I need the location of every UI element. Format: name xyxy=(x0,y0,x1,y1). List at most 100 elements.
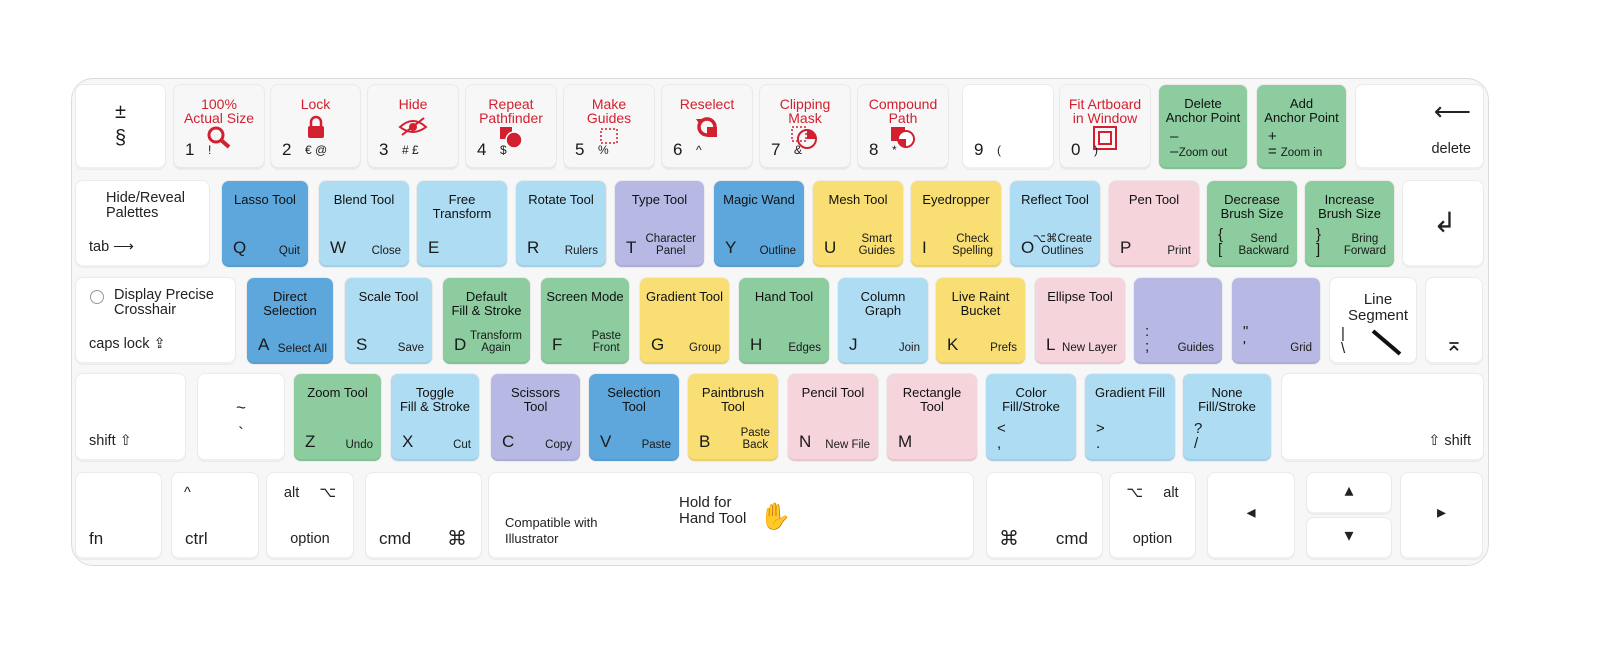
up-arrow-key[interactable]: ▴ xyxy=(1307,473,1391,514)
return-key[interactable]: ↲ xyxy=(1403,181,1483,267)
modifier-symbol: ⌥ alt xyxy=(1126,485,1179,501)
quote-key[interactable]: " ' Grid xyxy=(1232,278,1320,364)
w-key[interactable]: Blend Tool W Close xyxy=(319,181,409,267)
modifier-symbol: ^ xyxy=(184,485,191,501)
3-key[interactable]: Hide 3 # £ xyxy=(368,85,458,169)
lock-icon xyxy=(305,115,327,139)
p-key[interactable]: Pen Tool P Print xyxy=(1109,181,1199,267)
left-arrow-key[interactable]: ◂ xyxy=(1208,473,1294,559)
space-key[interactable]: Hold for Hand Tool ✋ Compatible with Illus… xyxy=(489,473,973,559)
key-character: – – xyxy=(1170,128,1179,160)
slash-key[interactable]: None Fill/Stroke ? / xyxy=(1183,374,1271,461)
8-key[interactable]: Compound Path 8 * xyxy=(858,85,948,169)
line-segment-icon xyxy=(1370,328,1404,358)
right-cmd-key[interactable]: cmd ⌘ xyxy=(987,473,1102,559)
y-key[interactable]: Magic Wand Y Outline xyxy=(714,181,804,267)
l-key[interactable]: Ellipse Tool L New Layer xyxy=(1035,278,1125,364)
arrow-glyph: ▸ xyxy=(1436,502,1447,522)
semicolon-key[interactable]: : ; Guides xyxy=(1134,278,1222,364)
n-key[interactable]: Pencil Tool N New File xyxy=(788,374,878,461)
fn-key[interactable]: fn xyxy=(76,473,161,559)
down-arrow-key[interactable]: ▾ xyxy=(1307,518,1391,559)
equals-key[interactable]: Add Anchor Point + = Zoom in xyxy=(1257,85,1346,169)
g-key[interactable]: Gradient Tool G Group xyxy=(640,278,729,364)
s-key[interactable]: Scale Tool S Save xyxy=(345,278,432,364)
delete-key[interactable]: delete ⟵ xyxy=(1356,85,1483,169)
k-key[interactable]: Live Raint Bucket K Prefs xyxy=(936,278,1025,364)
4-key[interactable]: Repeat Pathfinder 4 $ xyxy=(466,85,556,169)
left-shift-key[interactable]: shift ⇧ xyxy=(76,374,185,461)
shortcut-label: ⌥⌘Create Outlines xyxy=(1032,233,1092,257)
q-key[interactable]: Lasso Tool Q Quit xyxy=(222,181,308,267)
f-key[interactable]: Screen Mode F Paste Front xyxy=(541,278,629,364)
v-key[interactable]: Selection Tool V Paste xyxy=(589,374,679,461)
r-key[interactable]: Rotate Tool R Rulers xyxy=(516,181,606,267)
i-key[interactable]: Eyedropper I Check Spelling xyxy=(911,181,1001,267)
alt-character: * xyxy=(892,143,897,157)
key-character: R xyxy=(527,238,540,257)
key-character: 7 xyxy=(771,140,781,159)
key-character: ~ ` xyxy=(236,398,246,443)
d-key[interactable]: Default Fill & Stroke D Transform Again xyxy=(443,278,530,364)
2-key[interactable]: Lock 2 € @ xyxy=(271,85,360,169)
1-key[interactable]: 100% Actual Size 1! xyxy=(174,85,264,169)
compound-icon xyxy=(889,125,917,149)
0-key[interactable]: Fit Artboard in Window 0) xyxy=(1060,85,1150,169)
shortcut-label: Outline xyxy=(759,244,796,257)
ctrl-key[interactable]: ctrl ^ xyxy=(172,473,258,559)
m-key[interactable]: Rectangle Tool M xyxy=(887,374,977,461)
compatibility-label: Compatible with Illustrator xyxy=(505,515,598,546)
5-key[interactable]: Make Guides 5% xyxy=(564,85,654,169)
key-character: A xyxy=(258,335,270,354)
comma-key[interactable]: Color Fill/Stroke < , xyxy=(986,374,1076,461)
shortcut-label: Zoom in xyxy=(1280,146,1323,159)
caps-lock-key[interactable]: caps lock ⇪ Display Precise Crosshair xyxy=(76,278,235,364)
6-key[interactable]: Reselect 6 ^ xyxy=(662,85,752,169)
enter-key[interactable]: ⌅ xyxy=(1426,278,1482,364)
c-key[interactable]: Scissors Tool C Copy xyxy=(491,374,580,461)
o-key[interactable]: Reflect Tool O ⌥⌘Create Outlines xyxy=(1010,181,1100,267)
function-label: Reselect xyxy=(679,96,735,112)
backslash-key[interactable]: | \ Line Segment xyxy=(1330,278,1416,364)
function-label: Gradient Tool xyxy=(645,289,724,304)
x-key[interactable]: Toggle Fill & Stroke X Cut xyxy=(391,374,479,461)
plusminus-section-key[interactable]: ± § xyxy=(76,85,165,169)
tab-key[interactable]: tab ⟶ Hide/Reveal Palettes xyxy=(76,181,209,267)
alt-character: ( xyxy=(997,143,1001,157)
shortcut-label: New File xyxy=(825,438,870,451)
right-arrow-key[interactable]: ▸ xyxy=(1401,473,1482,559)
left-option-key[interactable]: option alt ⌥ xyxy=(267,473,353,559)
key-character: S xyxy=(356,335,368,354)
alt-character: ! xyxy=(208,143,212,157)
e-key[interactable]: Free Transform E xyxy=(417,181,507,267)
left-cmd-key[interactable]: cmd ⌘ xyxy=(366,473,481,559)
key-character: ± § xyxy=(114,101,127,149)
t-key[interactable]: Type Tool T Character Panel xyxy=(615,181,704,267)
shortcut-label: Smart Guides xyxy=(858,233,895,257)
reselect-icon xyxy=(694,115,720,139)
function-label: Pen Tool xyxy=(1128,192,1180,207)
arrow-glyph: ▾ xyxy=(1344,524,1354,545)
key-character: W xyxy=(330,238,347,257)
a-key[interactable]: Direct Selection A Select All xyxy=(247,278,333,364)
u-key[interactable]: Mesh Tool U Smart Guides xyxy=(813,181,903,267)
left-bracket-key[interactable]: Decrease Brush Size { [Send Backward xyxy=(1207,181,1297,267)
h-key[interactable]: Hand Tool H Edges xyxy=(739,278,829,364)
minus-key[interactable]: Delete Anchor Point – – Zoom out xyxy=(1159,85,1247,169)
alt-character: € @ xyxy=(305,143,328,157)
j-key[interactable]: Column Graph J Join xyxy=(838,278,928,364)
b-key[interactable]: Paintbrush Tool B Paste Back xyxy=(688,374,778,461)
function-label: Toggle Fill & Stroke xyxy=(399,385,471,414)
right-shift-key[interactable]: ⇧ shift xyxy=(1282,374,1483,461)
period-key[interactable]: Gradient Fill > . xyxy=(1085,374,1175,461)
guides-icon xyxy=(597,125,621,147)
key-character: C xyxy=(502,432,515,451)
9-key[interactable]: 9( xyxy=(963,85,1053,169)
key-character: 2 xyxy=(282,140,292,159)
arrow-glyph: ↲ xyxy=(1433,207,1457,238)
right-bracket-key[interactable]: Increase Brush Size} ] Bring Forward xyxy=(1305,181,1394,267)
z-key[interactable]: Zoom Tool Z Undo xyxy=(294,374,381,461)
7-key[interactable]: Clipping Mask 7 & xyxy=(760,85,850,169)
tilde-key[interactable]: ~ ` xyxy=(198,374,284,461)
right-option-key[interactable]: option ⌥ alt xyxy=(1110,473,1195,559)
